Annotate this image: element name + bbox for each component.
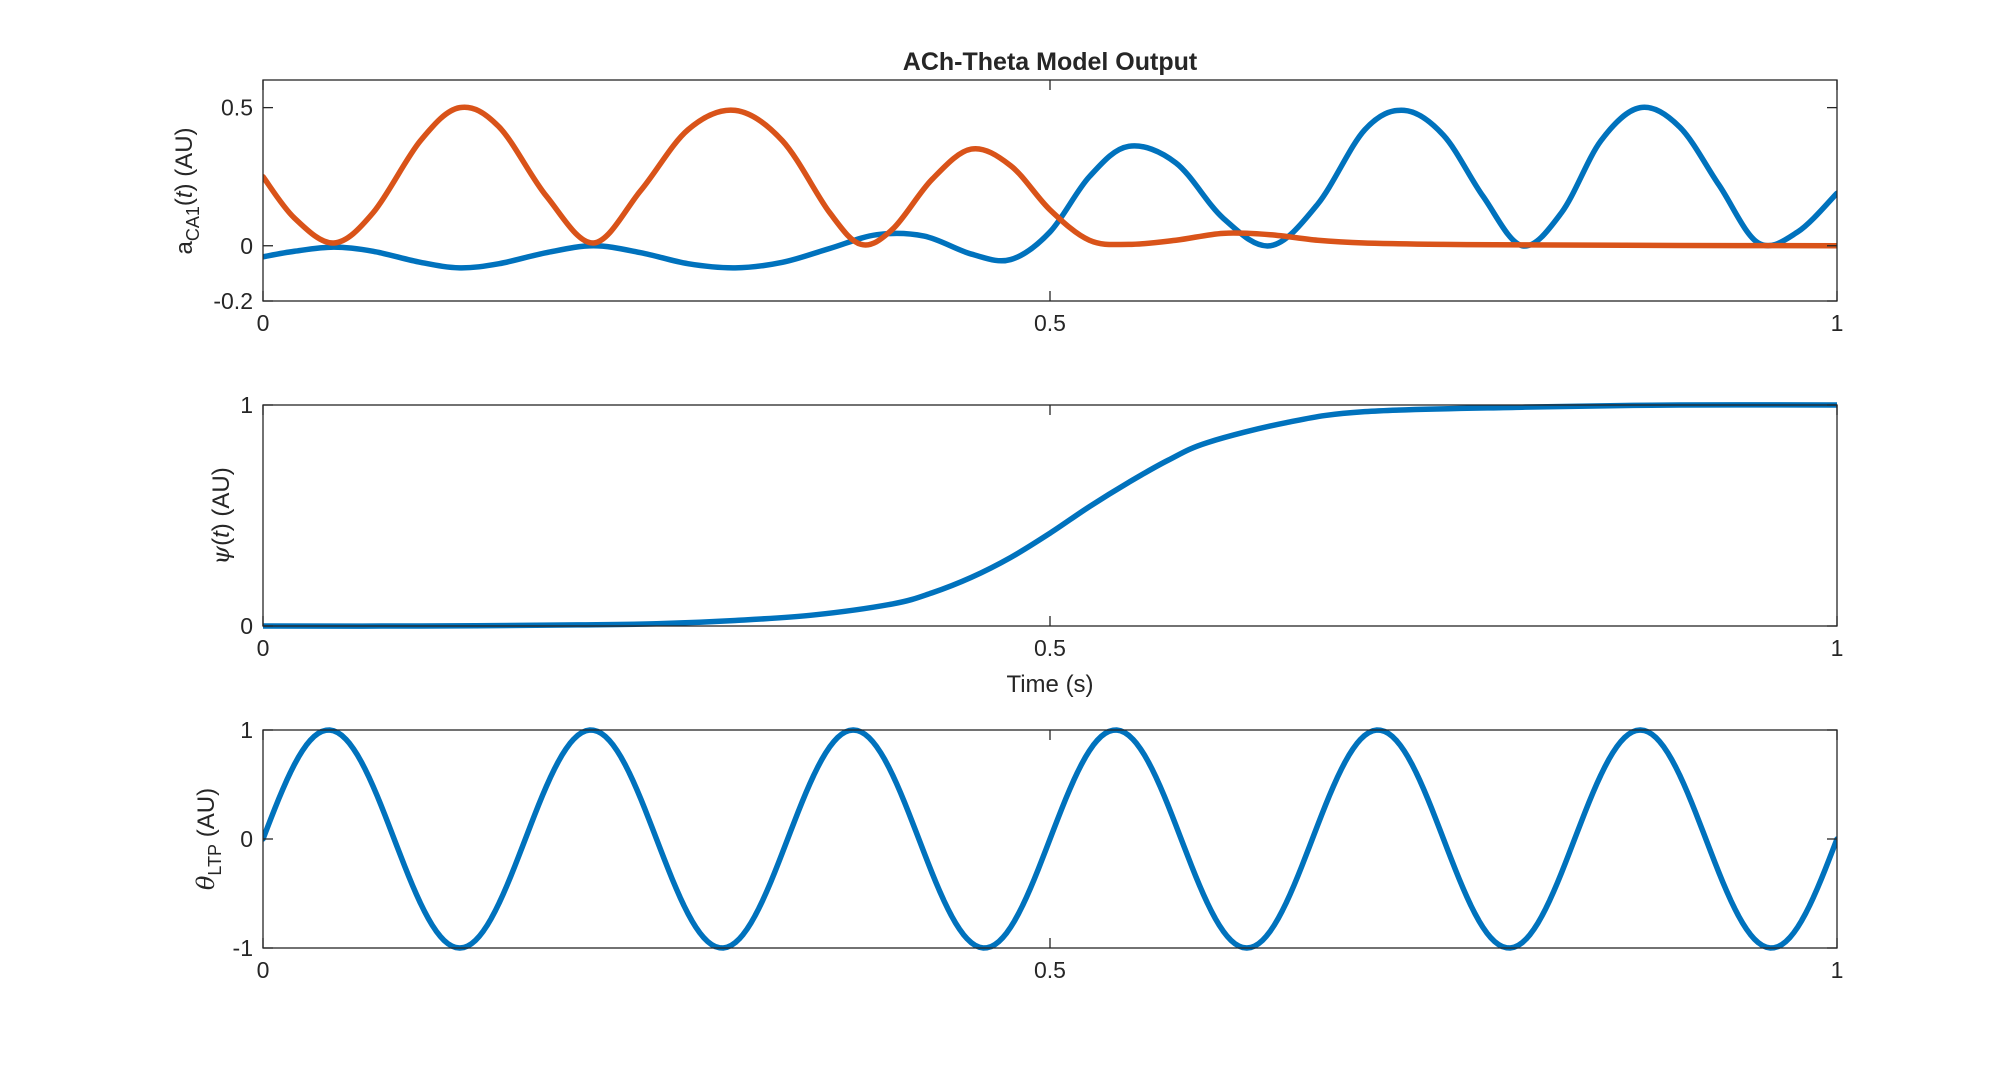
- series-line-1: [263, 104, 1837, 271]
- y-label-subscript: CA1: [183, 206, 203, 241]
- series-layer-psi: [263, 402, 1837, 629]
- y-label-unit: ) (AU): [208, 467, 235, 531]
- chart-title: ACh-Theta Model Output: [903, 48, 1198, 76]
- panel-theta: 0 0.5 1-101 θLTP (AU): [192, 717, 1843, 983]
- y-axis-label-theta: θLTP (AU): [192, 788, 225, 890]
- y-tick-label: 1: [240, 392, 253, 418]
- y-axis-label-psi: ψ(t) (AU): [207, 467, 235, 564]
- x-tick-label: 1: [1831, 635, 1844, 661]
- y-tick-label: -0.2: [213, 288, 253, 314]
- axes-frame-activity: [262, 79, 1838, 302]
- y-label-main: θ: [192, 875, 220, 890]
- x-tick-label: 1: [1831, 310, 1844, 336]
- y-tick-label: 0: [240, 613, 253, 639]
- y-tick-label: 1: [240, 717, 253, 743]
- x-tick-label: 0.5: [1034, 310, 1066, 336]
- y-label-italic: t: [208, 530, 235, 538]
- x-tick-label: 1: [1831, 957, 1844, 983]
- y-label-main: a: [171, 241, 198, 255]
- series-line-1: [263, 727, 1837, 951]
- y-tick-label: 0.5: [221, 95, 253, 121]
- x-tick-label: 0.5: [1034, 635, 1066, 661]
- y-label-paren: (: [171, 198, 198, 206]
- panel-activity: ACh-Theta Model Output 0 0.5 1-0.200.5 aCA…: [171, 48, 1843, 336]
- series-line-2: [263, 104, 1837, 249]
- series-layer-theta: [263, 727, 1837, 951]
- y-tick-label: 0: [240, 826, 253, 852]
- y-tick-label: 0: [240, 233, 253, 259]
- y-label-italic: t: [171, 190, 198, 198]
- y-label-main: ψ: [207, 545, 235, 565]
- y-label-paren: (: [208, 538, 235, 546]
- panel-psi: 0 0.5 1 0 1 Time (s) ψ(t) (AU): [207, 392, 1843, 698]
- axes-frame-psi: [262, 404, 1838, 627]
- y-tick-label: -1: [233, 935, 253, 961]
- y-label-unit: ) (AU): [171, 127, 198, 191]
- y-label-subscript: LTP: [205, 844, 225, 876]
- y-label-unit: (AU): [193, 788, 220, 844]
- x-axis-label-psi: Time (s): [1006, 671, 1093, 698]
- x-tick-label: 0.5: [1034, 957, 1066, 983]
- x-tick-label: 0: [257, 310, 270, 336]
- x-tick-label: 0: [257, 957, 270, 983]
- x-tick-label: 0: [257, 635, 270, 661]
- series-line-1: [263, 402, 1837, 629]
- series-layer-activity: [263, 104, 1837, 271]
- axes-frame-theta: [262, 729, 1838, 949]
- tick-layer-activity: 0 0.5 1-0.200.5: [213, 80, 1843, 336]
- y-axis-label-activity: aCA1(t) (AU): [171, 127, 203, 254]
